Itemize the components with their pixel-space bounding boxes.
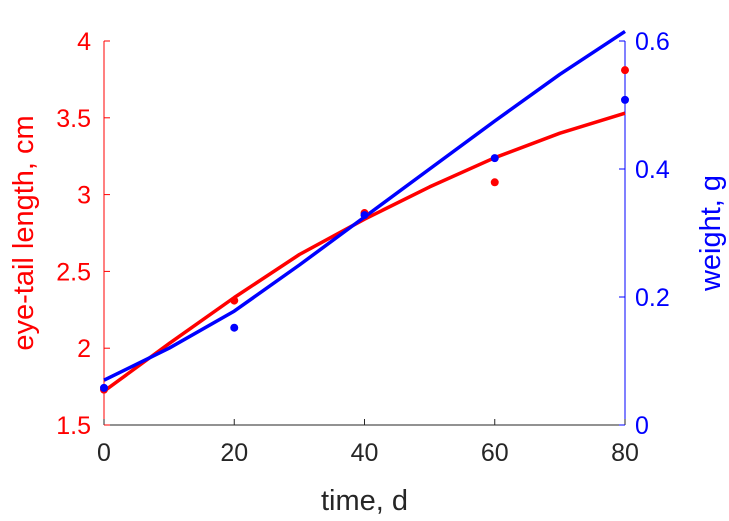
y-right-tick-label: 0.2 <box>635 284 670 312</box>
x-axis-label: time, d <box>321 485 408 517</box>
data-points <box>100 66 629 394</box>
data-point-left <box>621 66 629 75</box>
data-point-right <box>100 383 108 392</box>
data-point-left <box>230 296 239 305</box>
data-point-right <box>360 211 369 220</box>
x-tick-label: 80 <box>611 439 639 467</box>
y-right-tick-label: 0 <box>635 412 649 440</box>
data-point-right <box>230 323 239 332</box>
x-tick-label: 0 <box>97 439 111 467</box>
y-right-tick-label: 0.6 <box>635 28 670 56</box>
data-point-left <box>490 178 499 187</box>
axis-labels: time, d eye-tail length, cm weight, g <box>8 115 727 517</box>
y-left-tick-label: 1.5 <box>56 412 91 440</box>
fit-line-right <box>103 29 626 382</box>
data-point-right <box>490 154 499 163</box>
y-left-tick-label: 2.5 <box>56 258 91 286</box>
fit-line-left <box>102 111 626 393</box>
x-tick-label: 60 <box>481 439 509 467</box>
y-axis-right-label: weight, g <box>695 175 727 292</box>
y-left-tick-label: 4 <box>77 28 91 56</box>
y-axis-left-label: eye-tail length, cm <box>8 115 40 350</box>
y-left-tick-label: 3.5 <box>56 105 91 133</box>
x-tick-label: 20 <box>220 439 248 467</box>
y-left-tick-label: 3 <box>77 182 91 210</box>
x-tick-label: 40 <box>351 439 379 467</box>
y-left-tick-label: 2 <box>77 335 91 363</box>
data-point-right <box>621 95 629 104</box>
y-right-tick-label: 0.4 <box>635 156 670 184</box>
